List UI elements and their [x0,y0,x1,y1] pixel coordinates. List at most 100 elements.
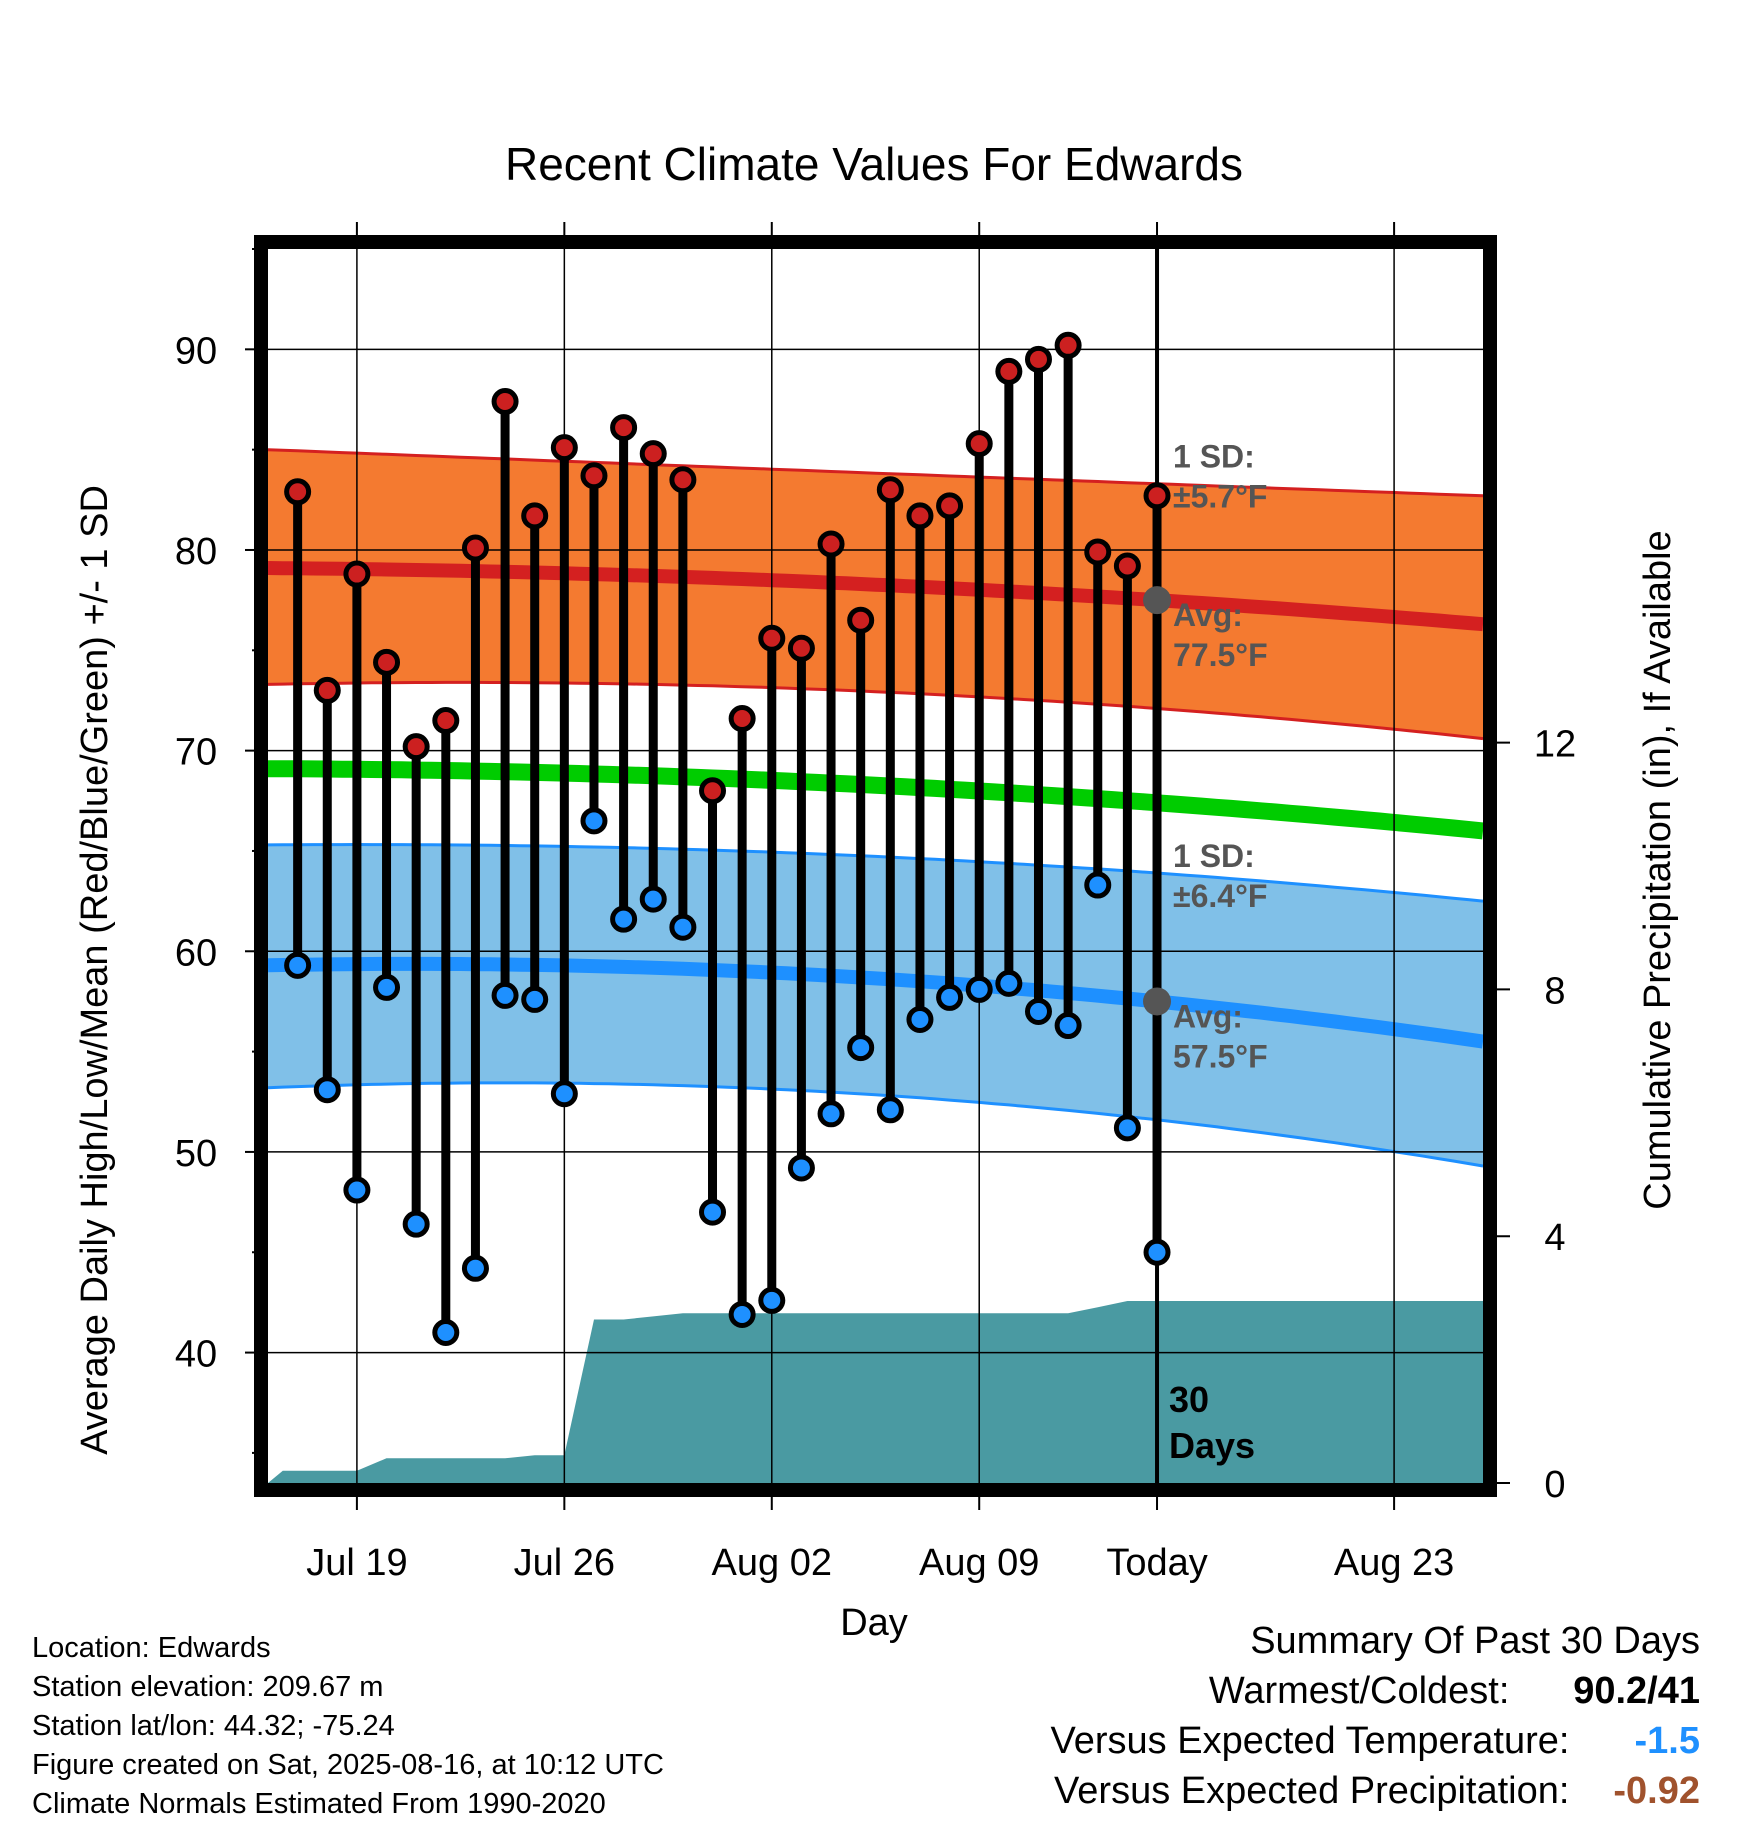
daily-high-point [639,440,667,468]
low-avg-annotation-1: Avg: [1173,999,1243,1035]
summary-temp-value: -1.5 [1634,1720,1700,1762]
daily-high-point [699,777,727,805]
daily-high-point [521,502,549,530]
daily-high-point [817,530,845,558]
normal-low-band-lower-edge [267,1081,1484,1168]
x-tick-label: Aug 23 [1334,1542,1454,1584]
daily-low-point [787,1154,815,1182]
daily-high-point [936,492,964,520]
y2-tick-label: 12 [1534,724,1576,766]
daily-high-point [1054,331,1082,359]
summary-precip-row: Versus Expected Precipitation: -0.92 [1054,1770,1700,1813]
daily-high-point [284,478,312,506]
normal-high-band [268,449,1483,739]
daily-low-point [1143,1238,1171,1266]
plot-frame [254,235,1497,1497]
daily-low-point [521,985,549,1013]
daily-low-point [758,1286,786,1314]
y-tick-label: 40 [175,1334,217,1376]
daily-low-point [728,1300,756,1328]
today-low-avg-marker [1143,987,1172,1016]
normal-low-band-upper-edge [267,842,1484,903]
daily-low-point [1024,997,1052,1025]
daily-low-point [343,1176,371,1204]
daily-low-point [580,807,608,835]
daily-high-point [1084,538,1112,566]
daily-high-point [313,676,341,704]
summary-temp-row: Versus Expected Temperature: -1.5 [1051,1720,1700,1763]
daily-low-point [847,1034,875,1062]
daily-high-point [610,414,638,442]
y2-tick-label: 0 [1544,1464,1565,1506]
y-tick-label: 90 [175,330,217,372]
daily-low-point [432,1319,460,1347]
summary-temp-label: Versus Expected Temperature: [1050,1720,1570,1762]
x-tick-label: Jul 26 [514,1542,615,1584]
plot-area: 1 SD: ±5.7°F Avg: 77.5°F 1 SD: ±6.4°F Avg: 57.5… [175,222,1576,1584]
footer-location: Location: Edwards [32,1632,271,1664]
daily-high-point [847,606,875,634]
daily-low-point [284,951,312,979]
summary-warmest-value: 90.2/41 [1573,1670,1700,1712]
window-annotation-2: Days [1169,1425,1255,1466]
normal-low-band [268,844,1483,1166]
x-tick-label: Aug 09 [919,1542,1039,1584]
daily-high-point [1024,345,1052,373]
daily-high-point [1143,482,1171,510]
daily-high-point [432,707,460,735]
daily-high-point [343,560,371,588]
chart-title: Recent Climate Values For Edwards [505,138,1243,190]
normal-low-line [267,956,1485,1049]
daily-high-point [669,466,697,494]
high-sd-annotation-1: 1 SD: [1173,439,1255,475]
normal-high-band-lower-edge [267,680,1484,741]
footer-created: Figure created on Sat, 2025-08-16, at 10… [32,1749,664,1781]
x-tick-label: Today [1106,1542,1207,1584]
footer-normals: Climate Normals Estimated From 1990-2020 [32,1788,606,1820]
daily-low-point [491,981,519,1009]
high-avg-annotation-1: Avg: [1173,597,1243,633]
high-avg-annotation-2: 77.5°F [1173,637,1268,673]
y2-tick-label: 4 [1544,1217,1565,1259]
daily-low-point [936,983,964,1011]
y2-axis-label: Cumulative Precipitation (in), If Availa… [1637,530,1679,1209]
daily-low-point [699,1198,727,1226]
daily-low-point [610,905,638,933]
normal-mean-line [268,760,1484,840]
footer-latlon: Station lat/lon: 44.32; -75.24 [32,1710,395,1742]
daily-low-point [995,969,1023,997]
y-axis-label: Average Daily High/Low/Mean (Red/Blue/Gr… [74,485,116,1455]
daily-low-point [313,1076,341,1104]
normal-high-line [267,561,1484,632]
low-avg-annotation-2: 57.5°F [1173,1039,1268,1075]
low-sd-annotation-1: 1 SD: [1173,838,1255,874]
daily-high-point [461,534,489,562]
high-sd-annotation-2: ±5.7°F [1173,479,1267,515]
daily-low-point [461,1254,489,1282]
daily-low-point [1054,1012,1082,1040]
daily-high-point [373,648,401,676]
y-tick-label: 50 [175,1133,217,1175]
low-sd-annotation-2: ±6.4°F [1173,878,1267,914]
daily-high-point [758,624,786,652]
x-axis-label: Day [840,1602,908,1644]
daily-high-point [1113,552,1141,580]
daily-high-point [402,733,430,761]
normal-high-band-upper-edge [267,448,1484,498]
daily-high-point [550,434,578,462]
y2-tick-label: 8 [1544,970,1565,1012]
daily-high-point [787,634,815,662]
precip-area [268,1301,1483,1483]
y-tick-label: 80 [175,531,217,573]
daily-low-point [669,913,697,941]
summary-warmest-row: Warmest/Coldest: 90.2/41 [1209,1670,1700,1713]
daily-low-point [373,973,401,1001]
summary-title: Summary Of Past 30 Days [1250,1620,1700,1662]
x-tick-label: Aug 02 [712,1542,832,1584]
y-tick-label: 60 [175,932,217,974]
summary-precip-value: -0.92 [1613,1770,1700,1812]
today-high-avg-marker [1143,586,1172,615]
y-tick-label: 70 [175,732,217,774]
window-annotation-1: 30 [1169,1379,1209,1420]
